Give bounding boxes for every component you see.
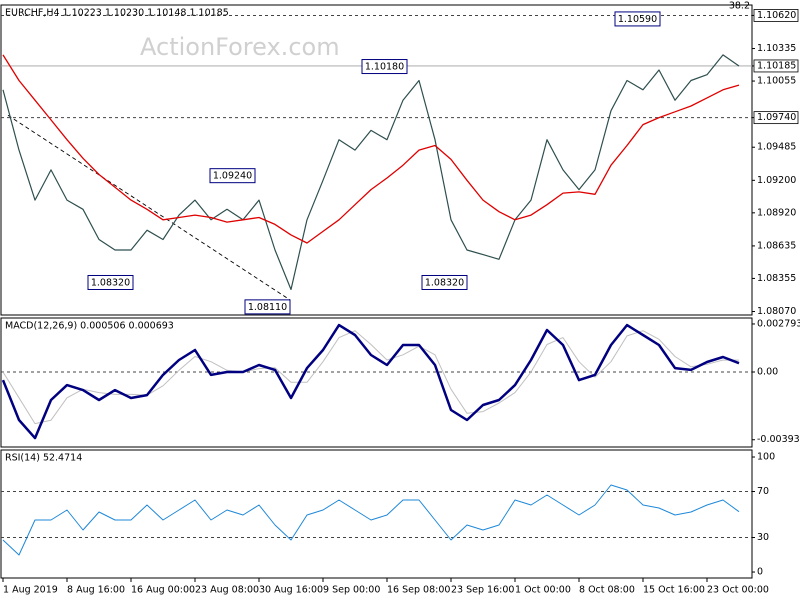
price-annotation: 1.09240 bbox=[209, 168, 256, 184]
annotation-label: 1.08110 bbox=[248, 302, 287, 313]
x-tick-label: 1 Oct 00:00 bbox=[515, 585, 571, 596]
annotation-box bbox=[87, 274, 134, 290]
watermark: ActionForex.com bbox=[140, 33, 340, 61]
y-tick-label: 1.08355 bbox=[757, 273, 796, 284]
price-annotation: 1.10590 bbox=[614, 11, 661, 27]
series-line bbox=[2, 54, 740, 291]
price-annotation: 1.08320 bbox=[87, 274, 134, 290]
fib-label: 38.2 bbox=[729, 1, 750, 12]
y-tick-label: 1.10055 bbox=[757, 76, 796, 87]
y-tick-label: 1.08635 bbox=[757, 240, 796, 251]
annotation-box bbox=[244, 299, 291, 315]
y-tick-label: 1.09740 bbox=[757, 112, 796, 123]
x-tick-label: 16 Sep 08:00 bbox=[387, 585, 450, 596]
annotation-label: 1.09240 bbox=[213, 171, 252, 182]
y-tick-label: 1.09200 bbox=[757, 175, 796, 186]
y-tick-box bbox=[753, 111, 799, 125]
y-tick-label: 0.002793 bbox=[757, 318, 800, 329]
annotation-label: 1.10180 bbox=[365, 62, 404, 73]
series-line bbox=[2, 54, 740, 244]
y-tick-label: 1.10620 bbox=[757, 10, 796, 21]
y-tick-label: 100 bbox=[757, 452, 775, 463]
y-tick-label: 30 bbox=[757, 532, 769, 543]
annotation-box bbox=[614, 11, 661, 27]
y-tick-label: 1.08920 bbox=[757, 207, 796, 218]
y-tick-label: 1.08070 bbox=[757, 306, 796, 317]
x-tick-label: 15 Oct 16:00 bbox=[643, 585, 705, 596]
y-tick-label: 1.10335 bbox=[757, 43, 796, 54]
price-annotation: 1.08320 bbox=[421, 274, 468, 290]
x-tick-label: 1 Aug 2019 bbox=[3, 585, 58, 596]
x-tick-label: 8 Oct 08:00 bbox=[579, 585, 635, 596]
annotation-label: 1.08320 bbox=[425, 277, 464, 288]
series-line bbox=[2, 484, 740, 556]
panel-title: MACD(12,26,9) 0.000506 0.000693 bbox=[5, 321, 174, 332]
y-tick-box bbox=[753, 9, 799, 22]
panel-frame bbox=[0, 449, 753, 579]
y-tick-label: 0.00 bbox=[757, 367, 778, 378]
y-tick-label: 1.09485 bbox=[757, 142, 796, 153]
y-tick-label: 70 bbox=[757, 486, 769, 497]
x-tick-label: 16 Aug 00:00 bbox=[131, 585, 195, 596]
x-tick-label: 8 Aug 16:00 bbox=[67, 585, 125, 596]
annotation-label: 1.08320 bbox=[91, 277, 130, 288]
x-tick-label: 23 Aug 08:00 bbox=[195, 585, 259, 596]
price-annotation: 1.10180 bbox=[361, 59, 408, 75]
panel-title: RSI(14) 52.4714 bbox=[5, 453, 82, 464]
series-line bbox=[1, 323, 740, 440]
annotation-box bbox=[421, 274, 468, 290]
y-tick-label: 1.10185 bbox=[757, 60, 796, 71]
annotation-box bbox=[361, 59, 408, 75]
panel-frame bbox=[0, 317, 753, 448]
panel-frame bbox=[0, 4, 753, 316]
x-tick-label: 23 Oct 00:00 bbox=[707, 585, 769, 596]
trend-line bbox=[7, 114, 291, 301]
x-tick-label: 30 Aug 16:00 bbox=[259, 585, 323, 596]
y-tick-box bbox=[753, 59, 799, 73]
annotation-label: 1.10590 bbox=[618, 14, 657, 25]
price-annotation: 1.08110 bbox=[244, 299, 291, 315]
x-tick-label: 9 Sep 00:00 bbox=[323, 585, 380, 596]
panel-title: EURCHF,H4 1.10223 1.10230 1.10148 1.1018… bbox=[5, 8, 229, 19]
y-tick-label: -0.003938 bbox=[757, 434, 800, 445]
annotation-box bbox=[209, 168, 256, 184]
y-tick-label: 0 bbox=[757, 567, 763, 578]
x-tick-label: 23 Sep 16:00 bbox=[451, 585, 514, 596]
